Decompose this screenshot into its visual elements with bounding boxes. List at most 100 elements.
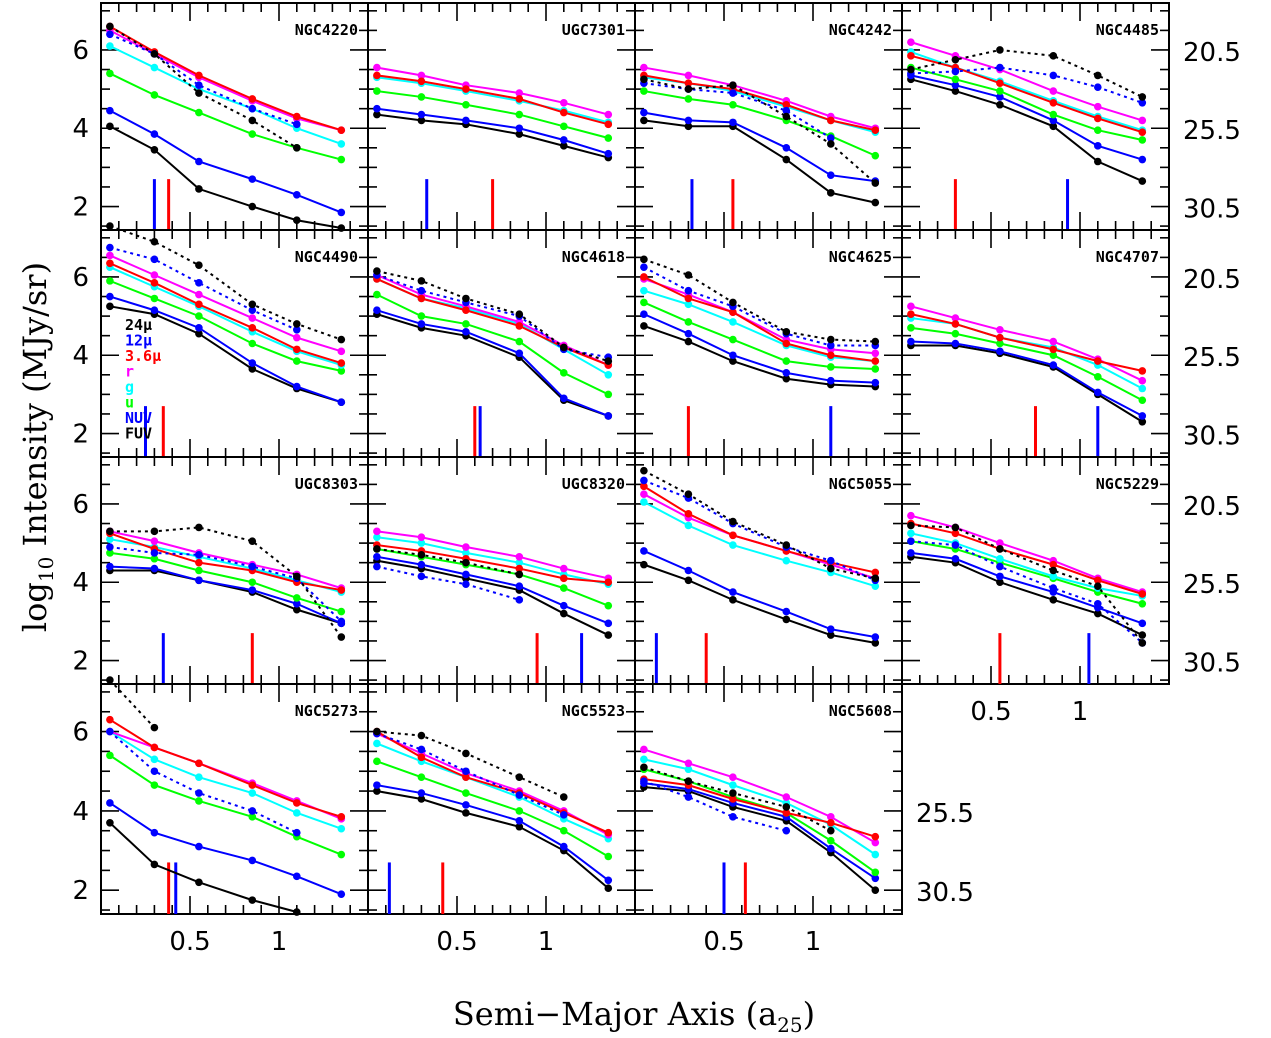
series-12-point bbox=[560, 811, 568, 819]
series-36-point bbox=[560, 108, 568, 117]
series-g-point bbox=[417, 539, 426, 547]
series-nuv-point bbox=[907, 337, 915, 346]
series-24-point bbox=[106, 527, 114, 536]
panel-ngc4618: NGC4618 bbox=[367, 229, 636, 458]
series-24-point bbox=[1094, 71, 1102, 80]
series-u-point bbox=[248, 130, 257, 138]
series-u-point bbox=[248, 578, 257, 587]
series-u-point bbox=[996, 87, 1004, 95]
series-fuv-line bbox=[910, 344, 1143, 423]
series-24-point bbox=[1049, 52, 1058, 60]
series-u-point bbox=[1094, 372, 1102, 381]
series-r-point bbox=[1094, 102, 1102, 111]
series-nuv-point bbox=[604, 876, 613, 885]
series-fuv-point bbox=[996, 578, 1004, 587]
panel-ngc4242: NGC4242 bbox=[634, 2, 903, 231]
right-tick-label: 20.5 bbox=[1183, 265, 1241, 295]
series-24-point bbox=[996, 46, 1004, 54]
y-axis-label-rest: Intensity (MJy/sr) bbox=[16, 262, 54, 557]
x-axis-label-main: Semi−Major Axis (a bbox=[453, 995, 777, 1033]
series-36-point bbox=[1049, 345, 1058, 354]
series-24-point bbox=[150, 237, 159, 246]
series-nuv-point bbox=[195, 324, 203, 332]
series-u-line bbox=[376, 760, 609, 858]
series-nuv-point bbox=[248, 586, 257, 594]
y-tick-label: 2 bbox=[72, 193, 89, 223]
series-24-point bbox=[293, 572, 301, 581]
series-nuv-point bbox=[951, 554, 960, 563]
series-fuv-point bbox=[871, 639, 880, 647]
series-r-point bbox=[560, 564, 568, 573]
series-36-point bbox=[417, 753, 426, 762]
series-g-point bbox=[150, 755, 159, 764]
series-g-point bbox=[106, 42, 114, 50]
series-36-point bbox=[195, 71, 203, 80]
series-24-point bbox=[640, 466, 648, 475]
series-g-point bbox=[248, 789, 257, 797]
series-fuv-point bbox=[248, 202, 257, 211]
series-12-point bbox=[515, 596, 524, 604]
series-g-line bbox=[643, 76, 876, 134]
series-nuv-point bbox=[640, 310, 648, 318]
series-36-point bbox=[996, 79, 1004, 88]
series-u-line bbox=[643, 90, 876, 157]
panel-title: UGC7301 bbox=[562, 21, 625, 39]
series-g-line bbox=[376, 536, 609, 586]
series-24-point bbox=[106, 222, 114, 230]
series-24-point bbox=[729, 517, 737, 526]
series-fuv-point bbox=[1094, 609, 1102, 618]
series-36-point bbox=[951, 529, 960, 538]
series-36-line bbox=[376, 74, 609, 126]
series-24-point bbox=[150, 527, 159, 536]
series-nuv-line bbox=[910, 340, 1143, 417]
panel-title: NGC4625 bbox=[829, 248, 892, 266]
series-fuv-point bbox=[1138, 177, 1147, 185]
series-12-point bbox=[951, 67, 960, 76]
series-r-point bbox=[1049, 337, 1058, 346]
series-fuv-line bbox=[376, 113, 609, 159]
series-36-point bbox=[827, 116, 835, 125]
series-36-point bbox=[871, 357, 880, 365]
series-u-point bbox=[248, 339, 257, 348]
x-axis-label-sub: 25 bbox=[777, 1013, 802, 1037]
series-fuv-point bbox=[195, 878, 203, 887]
series-nuv-point bbox=[560, 394, 568, 403]
series-36-point bbox=[462, 85, 470, 93]
series-u-point bbox=[106, 549, 114, 557]
panel-title: UGC8303 bbox=[295, 475, 358, 493]
series-12-point bbox=[293, 326, 301, 334]
series-36-line bbox=[376, 544, 609, 584]
series-r-line bbox=[376, 66, 609, 116]
series-fuv-point bbox=[729, 596, 737, 604]
series-u-point bbox=[684, 318, 693, 326]
series-fuv-line bbox=[376, 313, 609, 417]
series-u-point bbox=[150, 781, 159, 789]
series-fuv-point bbox=[604, 631, 613, 639]
series-24-line bbox=[109, 679, 156, 729]
series-fuv-point bbox=[640, 322, 648, 330]
series-nuv-point bbox=[337, 208, 346, 217]
series-12-point bbox=[951, 541, 960, 549]
series-nuv-point bbox=[293, 872, 301, 881]
series-nuv-point bbox=[1049, 361, 1058, 369]
series-fuv-point bbox=[248, 365, 257, 373]
series-nuv-point bbox=[106, 562, 114, 571]
series-g-point bbox=[684, 521, 693, 530]
y-tick-label: 4 bbox=[72, 341, 89, 371]
right-tick-label: 20.5 bbox=[1183, 492, 1241, 522]
series-36-line bbox=[643, 778, 876, 838]
series-g-point bbox=[684, 300, 693, 309]
series-36-point bbox=[729, 795, 737, 803]
series-nuv-point bbox=[515, 124, 524, 133]
series-fuv-point bbox=[604, 884, 613, 893]
series-u-point bbox=[337, 850, 346, 859]
series-24-point bbox=[871, 574, 880, 583]
series-24-point bbox=[248, 300, 257, 309]
series-fuv-point bbox=[640, 560, 648, 569]
series-g-line bbox=[376, 742, 609, 840]
series-12-point bbox=[373, 562, 381, 571]
series-12-point bbox=[417, 745, 426, 754]
series-fuv-point bbox=[729, 357, 737, 365]
right-tick-label: 20.5 bbox=[1183, 38, 1241, 68]
series-r-point bbox=[515, 89, 524, 97]
